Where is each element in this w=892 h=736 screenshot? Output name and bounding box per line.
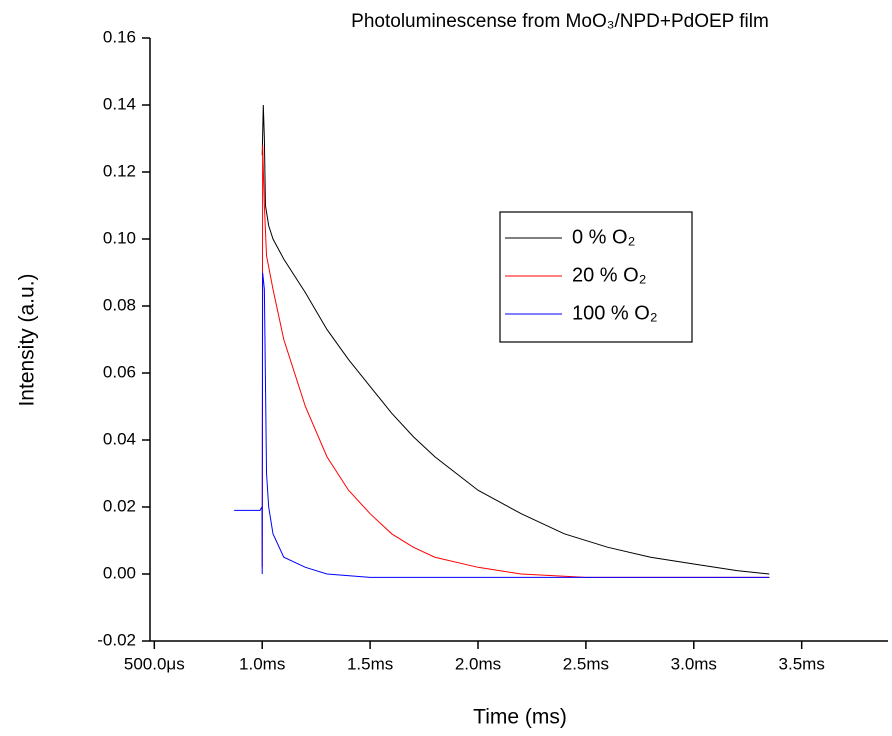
x-tick-label: 1.0ms [239,654,285,673]
series-line [261,145,770,578]
legend-label: 20 % O₂ [572,264,646,286]
x-tick-label: 2.0ms [455,654,501,673]
y-tick-label: 0.00 [103,563,136,582]
series-line [261,104,770,575]
x-tick-label: 1.5ms [347,654,393,673]
y-tick-label: 0.04 [103,429,136,448]
y-tick-label: 0.08 [103,295,136,314]
y-tick-label: 0.14 [103,94,136,113]
x-tick-label: 3.5ms [779,654,825,673]
chart-title: Photoluminescense from MoO₃/NPD+PdOEP fi… [351,11,769,32]
legend-label: 100 % O₂ [572,302,658,324]
y-tick-label: 0.02 [103,496,136,515]
y-tick-label: 0.06 [103,362,136,381]
legend-box [499,211,693,343]
x-tick-label: 500.0μs [124,654,185,673]
y-tick-label: -0.02 [97,630,136,649]
x-axis-label: Time (ms) [473,706,567,729]
y-tick-label: 0.12 [103,161,136,180]
y-tick-label: 0.10 [103,228,136,247]
x-tick-label: 2.5ms [563,654,609,673]
legend-label: 0 % O₂ [572,226,635,248]
x-tick-label: 3.0ms [671,654,717,673]
y-axis-label: Intensity (a.u.) [16,273,39,406]
series-line [234,272,770,578]
y-tick-label: 0.16 [103,27,136,46]
